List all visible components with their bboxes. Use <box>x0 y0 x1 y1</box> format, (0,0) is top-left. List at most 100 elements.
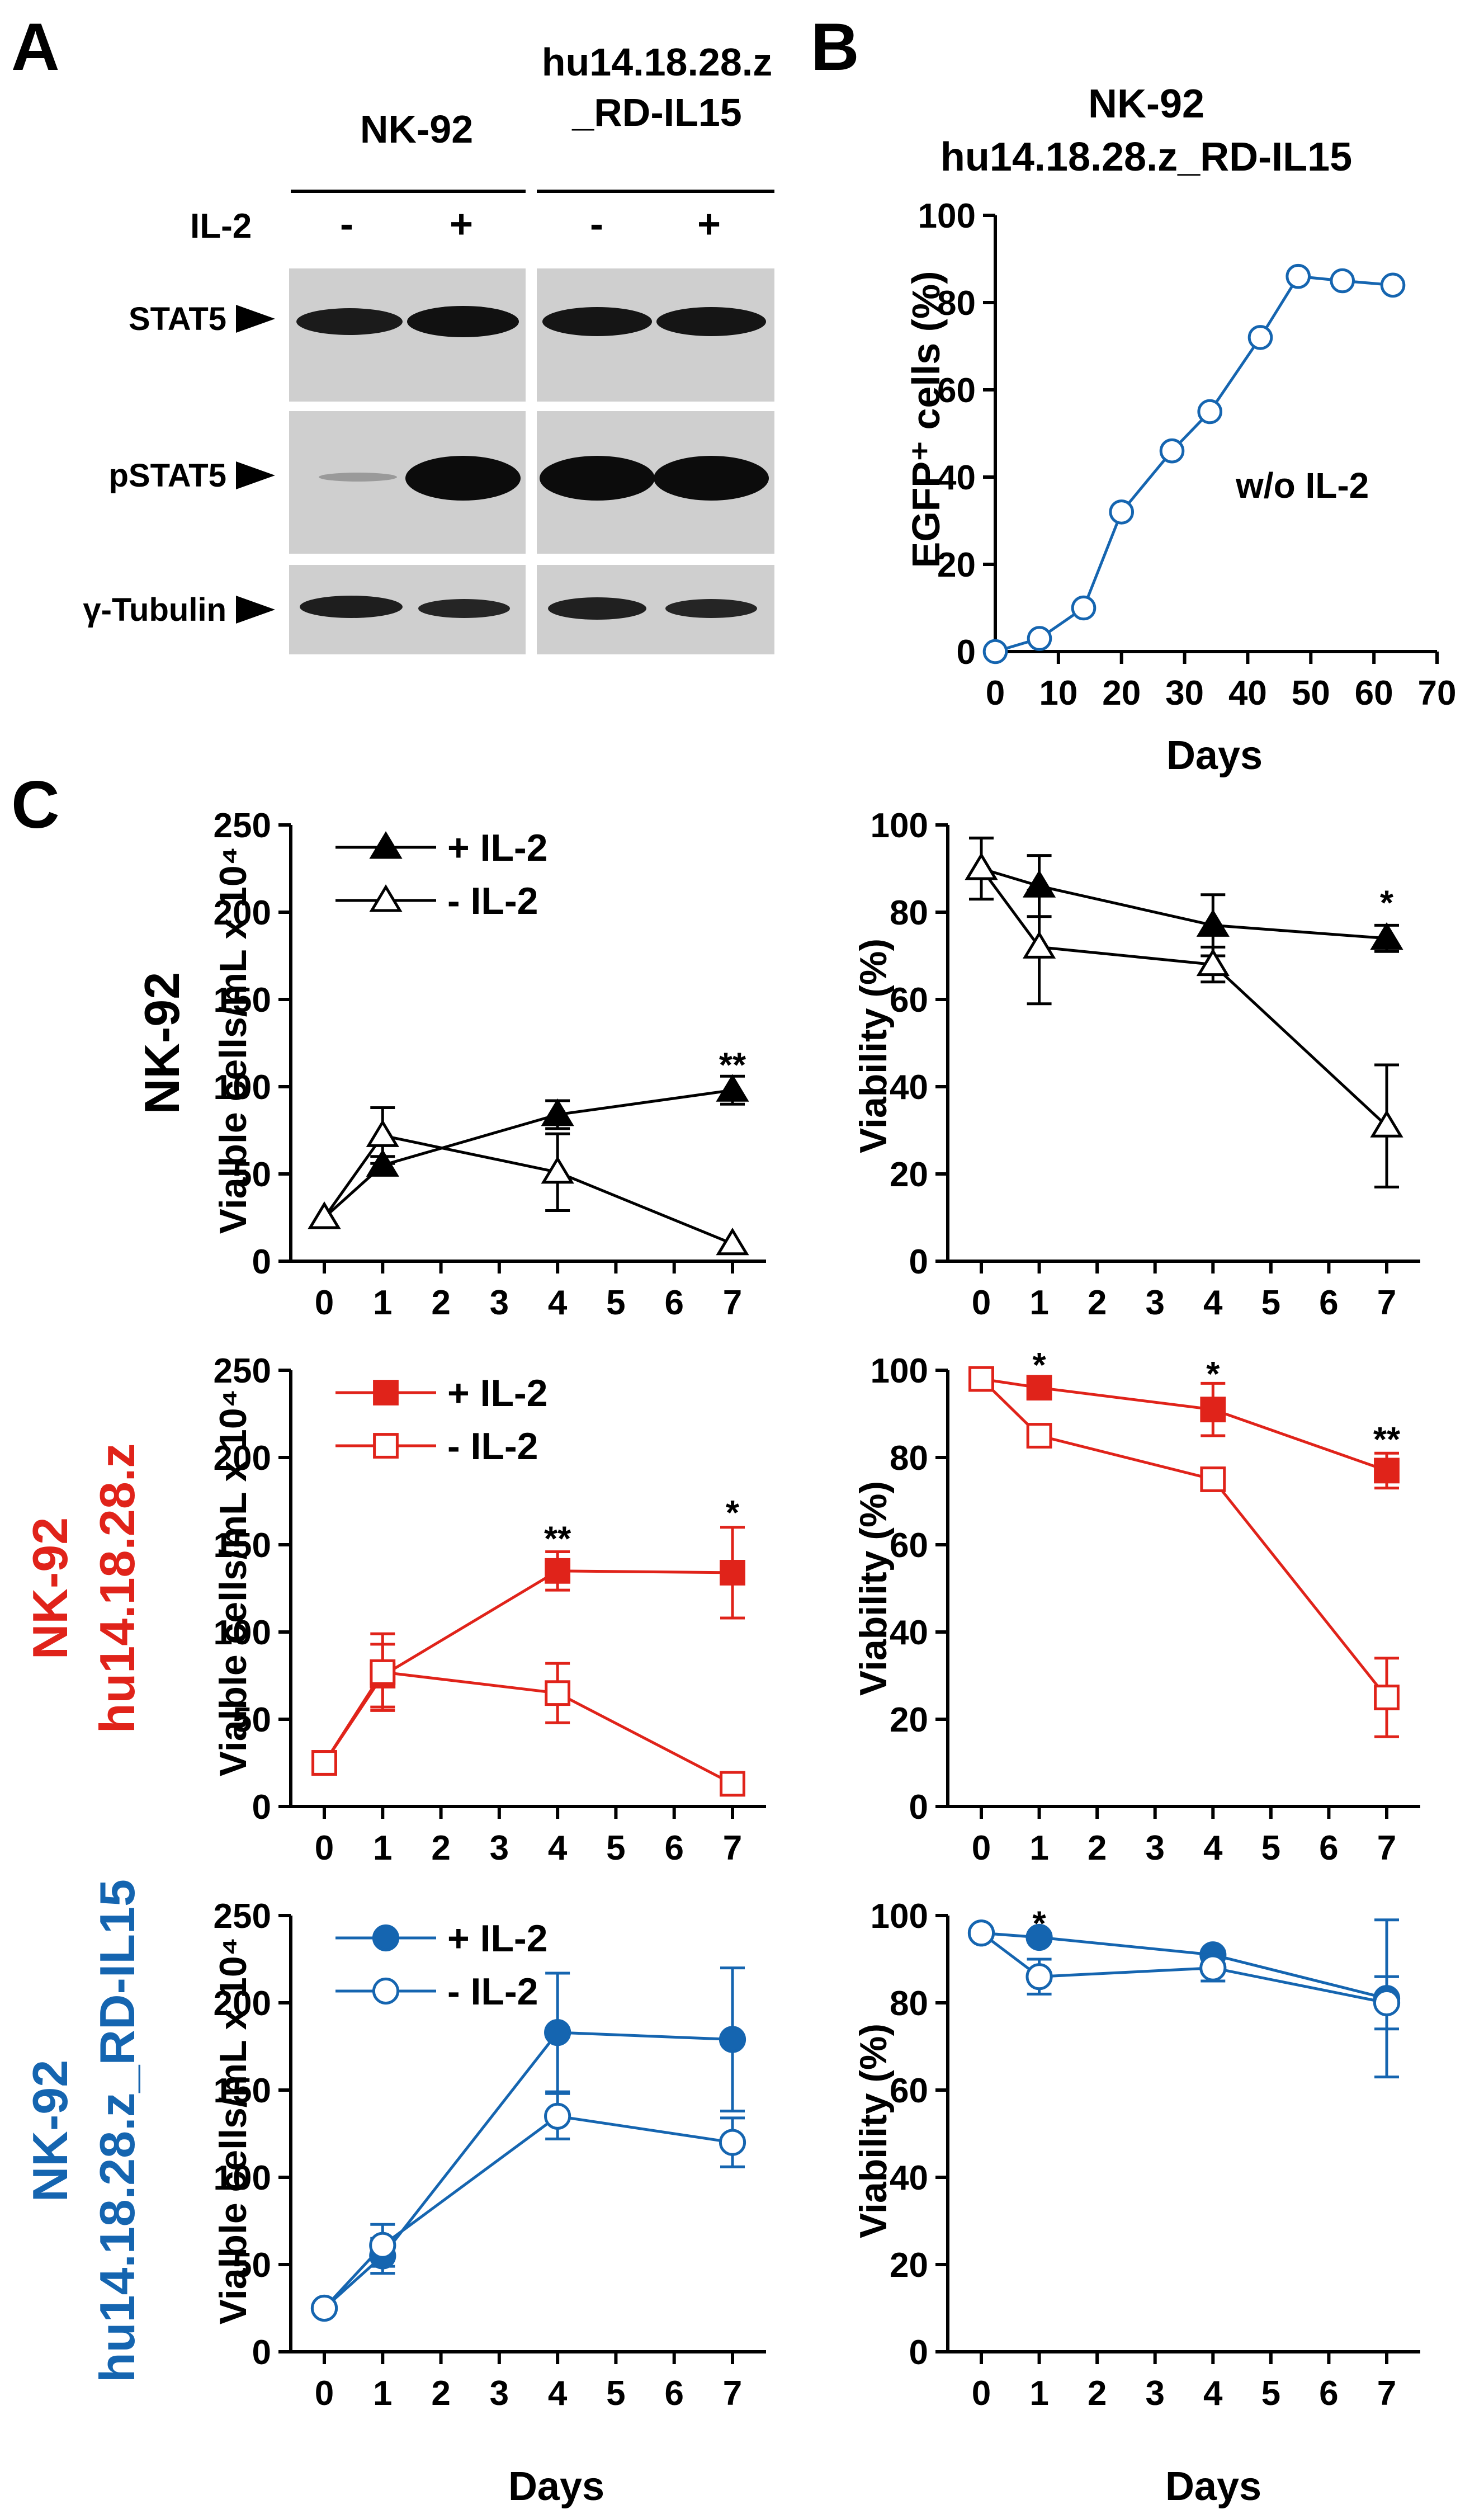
blot-treatment-label: IL-2 <box>190 207 252 246</box>
series-1-point <box>1196 909 1230 937</box>
x-tick-label: 7 <box>723 2374 742 2413</box>
chart-c4-y-label: Viability (%) <box>852 1481 895 1696</box>
x-tick-label: 2 <box>431 2374 450 2413</box>
x-tick-label: 1 <box>373 1829 392 1867</box>
series-2-point <box>1022 931 1056 959</box>
arrowhead-icon <box>236 305 275 333</box>
x-tick-label: 1 <box>1029 1284 1048 1322</box>
series-1-line <box>981 1931 1387 2000</box>
significance-mark: * <box>1033 1905 1047 1944</box>
x-tick-label: 40 <box>1228 674 1267 713</box>
x-tick-label: 2 <box>1088 1284 1107 1322</box>
series-2-point <box>1025 1963 1053 1991</box>
x-tick-label: 50 <box>1292 674 1330 713</box>
chart-c5-y-label: Vialble cells/mL x 10⁴ <box>212 1937 254 2325</box>
series-1-point <box>1374 1458 1400 1484</box>
series-2-point <box>541 1156 574 1184</box>
series-1-point <box>1025 1923 1053 1951</box>
x-tick-label: 5 <box>606 2374 625 2413</box>
series-2-point <box>310 2294 338 2322</box>
series-1-line <box>323 1088 733 1219</box>
legend-label: + IL-2 <box>447 1917 548 1960</box>
x-tick-label: 5 <box>606 1829 625 1867</box>
series-1-point <box>719 2026 746 2053</box>
row-label-nk92: NK-92 <box>134 972 190 1114</box>
series-1-point <box>1071 595 1097 621</box>
series-2-line <box>323 1134 733 1246</box>
row-label-car-line1: NK-92 <box>22 1517 78 1659</box>
blot-row-label-tubulin: γ-Tubulin <box>83 592 226 628</box>
series-1-point <box>720 1560 745 1586</box>
series-2-point <box>544 2102 571 2130</box>
y-tick-label: 100 <box>918 197 976 235</box>
blot-group-nk92: NK-92 <box>360 107 473 151</box>
y-tick-label: 200 <box>214 894 271 932</box>
y-tick-label: 20 <box>890 2246 928 2285</box>
row-label-caril15-line1: NK-92 <box>22 2060 78 2202</box>
significance-mark: ** <box>544 1520 571 1559</box>
x-tick-label: 20 <box>1102 674 1141 713</box>
panel-label-a: A <box>11 10 60 84</box>
legend-marker <box>372 1924 400 1952</box>
significance-mark: * <box>1380 884 1394 922</box>
series-1-point <box>1285 263 1311 289</box>
y-tick-label: 50 <box>233 1155 271 1194</box>
y-tick-label: 250 <box>214 1352 271 1390</box>
series-1-point <box>545 1558 571 1584</box>
chart-c1-y-label: Vialble cells/mL x 10⁴ <box>212 847 254 1234</box>
y-tick-label: 100 <box>214 1614 271 1652</box>
x-tick-label: 6 <box>664 1829 683 1867</box>
legend-marker <box>373 1380 399 1405</box>
series-2-line <box>980 1932 1387 2004</box>
series-1-point <box>1109 499 1135 525</box>
series-1-point <box>1330 268 1355 294</box>
x-tick-label: 6 <box>664 1284 683 1322</box>
lane-mark-1: - <box>340 202 353 247</box>
chart-c3-y-label: Vialble cells/mL x 10⁴ <box>212 1389 254 1777</box>
series-2-line <box>323 2115 733 2309</box>
series-1-line <box>981 1378 1387 1472</box>
y-tick-label: 20 <box>890 1155 928 1194</box>
y-tick-label: 150 <box>214 2072 271 2110</box>
x-tick-label: 0 <box>315 1284 334 1322</box>
chart-c6-x-label: Days <box>1165 2464 1261 2509</box>
panel-label-c: C <box>11 767 60 842</box>
chart-c2-y-label: Viability (%) <box>852 938 895 1153</box>
x-tick-label: 60 <box>1355 674 1393 713</box>
x-tick-label: 4 <box>548 2374 568 2413</box>
arrowhead-icon <box>236 596 275 624</box>
y-tick-label: 150 <box>214 1526 271 1565</box>
row-label-car-line2: hu14.18.28.z <box>89 1444 145 1734</box>
y-tick-label: 40 <box>890 1068 928 1107</box>
x-tick-label: 3 <box>1145 2374 1164 2413</box>
y-tick-label: 60 <box>937 371 976 410</box>
x-tick-label: 10 <box>1039 674 1077 713</box>
blot-band <box>319 473 397 482</box>
series-2-point <box>369 2232 396 2259</box>
y-tick-label: 0 <box>252 2333 271 2372</box>
x-tick-label: 1 <box>1029 2374 1048 2413</box>
chart-c6-y-label: Viability (%) <box>852 2024 895 2238</box>
x-tick-label: 3 <box>490 2374 509 2413</box>
blot-membrane-stat5-right <box>537 268 774 402</box>
series-2-point <box>366 1119 399 1147</box>
x-tick-label: 0 <box>972 1284 991 1322</box>
legend-label: - IL-2 <box>447 1970 538 2013</box>
series-2-point <box>1370 1110 1403 1138</box>
x-tick-label: 2 <box>431 1829 450 1867</box>
series-2-point <box>968 1366 994 1392</box>
y-tick-label: 80 <box>937 284 976 323</box>
chart-c-caril15-cells: Vialble cells/mL x 10⁴ Days 050100150200… <box>212 1897 766 2509</box>
significance-mark: * <box>1033 1346 1047 1385</box>
legend-marker <box>369 884 403 912</box>
series-1-line <box>323 2031 733 2309</box>
blot-band <box>407 306 519 337</box>
x-tick-label: 3 <box>490 1284 509 1322</box>
series-2-point <box>308 1201 341 1229</box>
x-tick-label: 7 <box>1377 1829 1396 1867</box>
blot-band <box>405 456 521 501</box>
y-tick-label: 100 <box>871 806 928 845</box>
